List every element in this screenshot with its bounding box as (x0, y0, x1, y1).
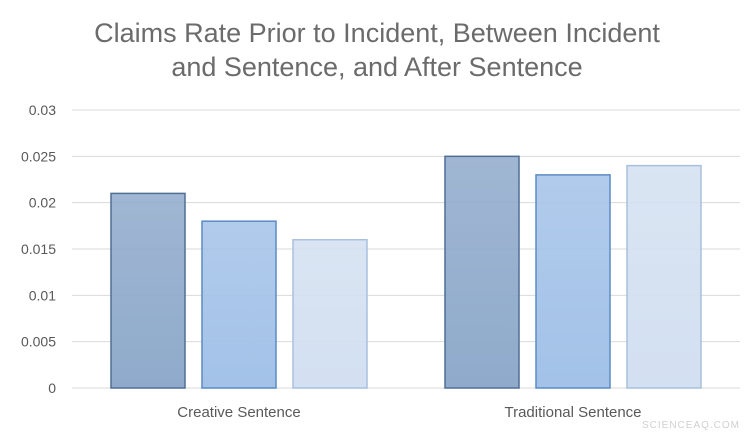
title-line-1: Claims Rate Prior to Incident, Between I… (94, 18, 660, 48)
y-tick-label: 0.025 (21, 148, 56, 164)
bar (626, 164, 702, 389)
x-tick-label: Creative Sentence (177, 404, 300, 421)
chart-title: Claims Rate Prior to Incident, Between I… (0, 16, 754, 84)
y-tick-label: 0.03 (29, 102, 56, 118)
y-tick-label: 0.02 (29, 195, 56, 211)
bar (201, 220, 277, 389)
x-tick-label: Traditional Sentence (504, 404, 641, 421)
y-tick-label: 0.01 (29, 287, 56, 303)
title-line-2: and Sentence, and After Sentence (171, 52, 583, 82)
bar (110, 192, 186, 389)
y-tick-label: 0 (48, 380, 56, 396)
y-tick-label: 0.015 (21, 241, 56, 257)
bar (535, 174, 611, 389)
watermark: SCIENCEAQ.COM (641, 420, 740, 431)
bar (292, 238, 368, 389)
bar (444, 155, 520, 389)
y-tick-label: 0.005 (21, 334, 56, 350)
